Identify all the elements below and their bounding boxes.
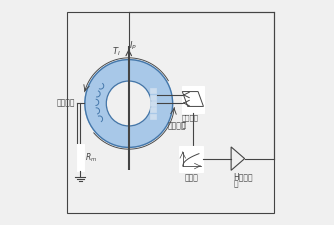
Bar [150,101,156,106]
Text: $R_m$: $R_m$ [85,151,97,164]
Text: $T_I$: $T_I$ [112,46,121,58]
Bar [179,146,203,171]
Text: 反馈绕组: 反馈绕组 [57,98,75,107]
Text: 磁滞比较: 磁滞比较 [182,114,199,121]
Bar [77,144,84,171]
Circle shape [85,60,173,147]
Bar [150,107,156,112]
Bar [150,114,156,119]
Text: 器: 器 [233,180,238,189]
Text: $I_P$: $I_P$ [129,40,137,52]
Circle shape [106,81,151,126]
Text: 积分器: 积分器 [184,174,198,183]
Text: 器: 器 [182,122,186,128]
Bar [182,86,204,112]
Text: H桥驱动: H桥驱动 [233,173,253,182]
Bar [67,12,274,213]
Bar [150,95,156,100]
Text: 励磁绕组: 励磁绕组 [168,122,187,130]
Bar [150,88,156,93]
